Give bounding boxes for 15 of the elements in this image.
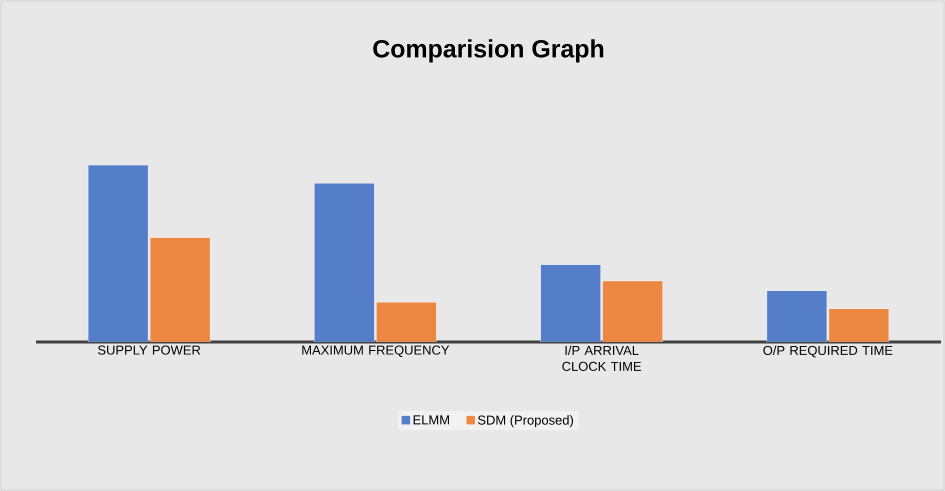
bar [314,183,375,342]
bar [540,264,601,342]
bar [828,308,890,342]
x-tick-label: I/P ARRIVAL CLOCK TIME [562,346,642,371]
x-tick-label: O/P REQUIRED TIME [763,346,892,358]
bar [602,280,663,342]
legend-label: SDM (Proposed) [478,415,574,428]
bar [766,290,828,342]
bar [150,237,210,342]
chart-title: Comparision Graph [373,39,604,62]
x-tick-label: SUPPLY POWER [98,346,200,355]
bar [376,302,437,342]
legend-label: ELMM [414,415,449,424]
bar [88,164,148,342]
x-tick-label: MAXIMUM FREQUENCY [302,346,450,358]
